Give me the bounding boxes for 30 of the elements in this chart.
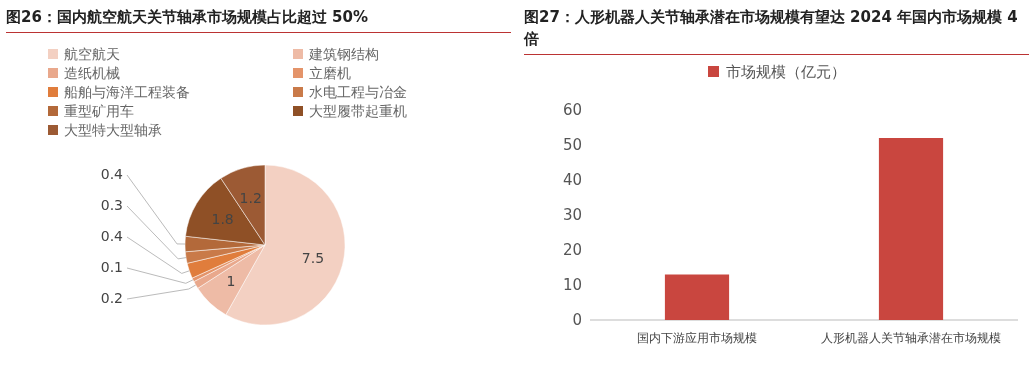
y-tick-label: 50: [562, 136, 582, 154]
y-tick-label: 10: [562, 276, 582, 294]
data-label: 0.1: [100, 259, 123, 275]
y-tick-label: 60: [562, 101, 582, 119]
y-tick-label: 30: [562, 206, 582, 224]
y-tick-label: 40: [562, 171, 582, 189]
data-label: 1.2: [239, 189, 262, 206]
chart-title: 图27：人形机器人关节轴承潜在市场规模有望达 2024 年国内市场规模 4 倍: [524, 6, 1029, 55]
data-label: 1: [226, 273, 236, 290]
x-tick-label: 国内下游应用市场规模: [637, 331, 757, 345]
data-label: 7.5: [301, 249, 325, 266]
data-label: 0.3: [100, 197, 123, 213]
legend-label: 市场规模（亿元）: [726, 63, 846, 81]
data-label: 0.4: [100, 166, 124, 182]
legend-label: 航空航天: [64, 46, 120, 62]
legend-label: 水电工程与冶金: [309, 84, 407, 100]
y-tick-label: 0: [572, 311, 582, 329]
chart-title: 图26：国内航空航天关节轴承市场规模占比超过 50%: [6, 6, 511, 33]
x-tick-label: 人形机器人关节轴承潜在市场规模: [821, 331, 1001, 345]
data-label: 0.4: [100, 228, 124, 244]
legend-label: 立磨机: [309, 65, 351, 81]
data-label: 1.8: [211, 211, 234, 228]
y-tick-label: 20: [562, 241, 582, 259]
legend-label: 重型矿用车: [64, 103, 134, 119]
legend-label: 大型履带起重机: [309, 103, 407, 119]
legend-label: 大型特大型轴承: [64, 122, 162, 138]
data-label: 0.2: [100, 290, 123, 306]
legend-label: 建筑钢结构: [308, 46, 379, 62]
legend-label: 造纸机械: [64, 65, 120, 81]
legend-label: 船舶与海洋工程装备: [64, 84, 190, 100]
